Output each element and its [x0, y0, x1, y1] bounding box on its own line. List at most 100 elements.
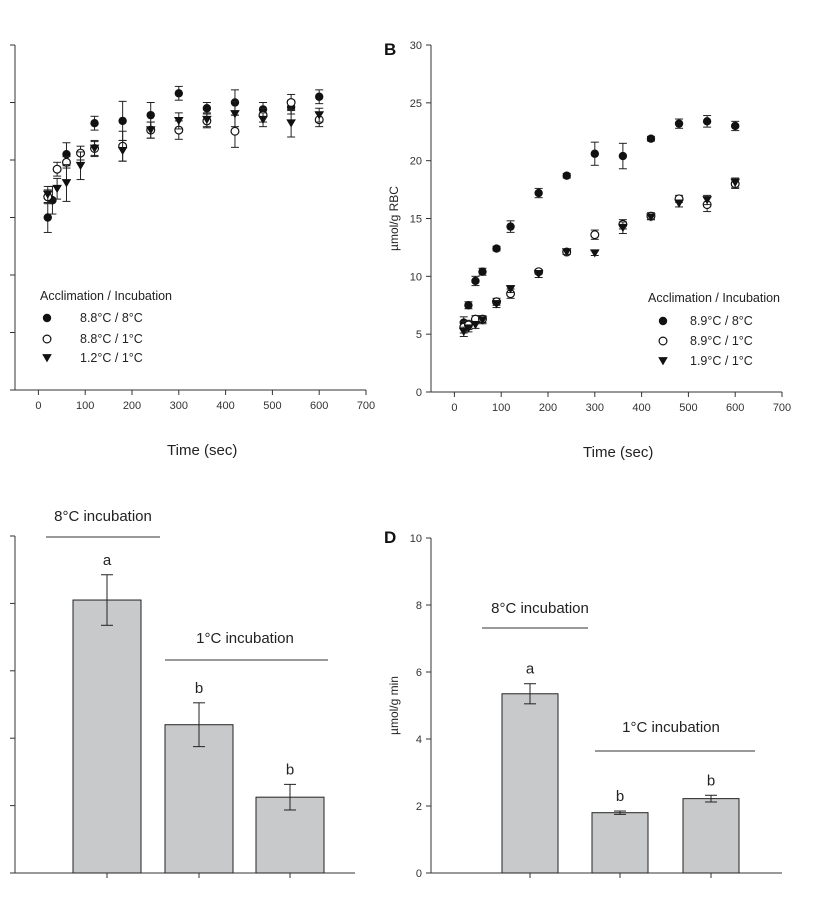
legend-entry: 1.2°C / 1°C — [80, 351, 143, 365]
legend: Acclimation / Incubation 8.8°C / 8°C 8.8°C… — [40, 289, 172, 365]
panel-a-scatter: 0 100 200 300 400 500 600 700 Time (sec) Acclimat… — [10, 44, 375, 459]
data-point — [202, 104, 212, 113]
y-axis-title: µmol/g min — [387, 676, 401, 735]
x-tick-label: 400 — [632, 402, 650, 414]
data-point — [646, 134, 656, 143]
x-tick-label: 300 — [170, 400, 188, 412]
legend-marker — [658, 316, 668, 326]
data-point — [174, 89, 183, 98]
panel-label: B — [384, 40, 396, 59]
significance-label: b — [616, 788, 624, 805]
series-2 — [43, 93, 324, 205]
legend-marker — [42, 313, 52, 323]
data-point — [464, 301, 473, 310]
data-point — [118, 116, 127, 126]
data-point — [202, 115, 212, 125]
data-point — [230, 110, 240, 119]
y-tick-label: 25 — [410, 98, 422, 110]
panel-d-bar: 0 2 4 6 8 10 µmol/g min Da b b 8°C incubation 1°C i… — [384, 528, 782, 880]
x-tick-label: 500 — [263, 400, 281, 412]
y-tick-label: 0 — [416, 868, 422, 880]
data-point — [478, 267, 487, 276]
data-point — [731, 121, 740, 131]
data-point — [492, 244, 501, 253]
x-tick-label: 100 — [76, 400, 94, 412]
panel-b-scatter: 0 100 200 300 400 500 600 700 0 5 10 15 20 25 30 Time (… — [384, 40, 791, 461]
significance-label: b — [707, 772, 715, 789]
data-point — [458, 328, 469, 337]
panel-label: D — [384, 528, 396, 547]
data-point — [52, 164, 62, 174]
data-point — [730, 178, 740, 187]
data-point — [174, 117, 184, 126]
y-tick-label: 15 — [410, 214, 422, 226]
data-point — [534, 188, 543, 198]
panel-c-bar: a b b 8°C incubation 1°C incubation — [10, 508, 355, 878]
data-point — [315, 92, 324, 101]
data-point — [90, 119, 99, 128]
data-point — [43, 213, 52, 222]
x-tick-label: 0 — [35, 400, 41, 412]
data-point — [42, 190, 53, 199]
data-point — [505, 285, 516, 294]
data-point — [590, 149, 599, 158]
data-point — [146, 110, 155, 120]
legend-marker — [42, 334, 52, 344]
legend: Acclimation / Incubation 8.9°C / 8°C 8.9°C… — [648, 291, 780, 368]
y-tick-label: 8 — [416, 600, 422, 612]
bar — [591, 812, 649, 874]
data-point — [618, 151, 628, 161]
data-point — [491, 300, 502, 309]
y-tick-label: 10 — [410, 271, 422, 283]
x-tick-label: 700 — [357, 400, 375, 412]
x-axis-title: Time (sec) — [167, 442, 237, 459]
y-tick-label: 2 — [416, 801, 422, 813]
bar — [164, 724, 234, 874]
y-tick-label: 20 — [410, 156, 422, 168]
legend-title: Acclimation / Incubation — [40, 289, 172, 303]
bar — [72, 599, 142, 874]
x-tick-label: 300 — [586, 402, 604, 414]
series-3 — [458, 177, 740, 337]
data-point — [618, 223, 628, 233]
data-point — [145, 126, 156, 135]
legend-entry: 8.9°C / 1°C — [690, 334, 753, 348]
legend-entry: 8.8°C / 8°C — [80, 311, 143, 325]
y-tick-label: 10 — [410, 533, 422, 545]
legend-entry: 1.9°C / 1°C — [690, 354, 753, 368]
bar — [682, 798, 740, 874]
data-point — [561, 248, 572, 257]
x-tick-label: 700 — [773, 402, 791, 414]
x-tick-label: 0 — [451, 402, 457, 414]
data-point — [61, 179, 72, 188]
legend-marker — [658, 336, 668, 346]
y-tick-label: 30 — [410, 40, 422, 52]
legend-title: Acclimation / Incubation — [648, 291, 780, 305]
data-point — [286, 97, 296, 107]
x-tick-label: 500 — [679, 402, 697, 414]
data-point — [590, 230, 600, 240]
data-point — [470, 321, 481, 330]
significance-label: a — [526, 661, 535, 678]
x-tick-label: 600 — [310, 400, 328, 412]
data-point — [562, 171, 571, 180]
y-tick-label: 6 — [416, 667, 422, 679]
group-label: 1°C incubation — [622, 719, 720, 736]
x-axis-title: Time (sec) — [583, 444, 653, 461]
data-point — [89, 144, 100, 153]
significance-label: a — [103, 552, 112, 569]
x-tick-label: 400 — [216, 400, 234, 412]
y-axis-title: µmol/g RBC — [387, 186, 401, 251]
group-label: 8°C incubation — [54, 508, 152, 525]
data-point — [314, 111, 324, 120]
x-tick-label: 200 — [123, 400, 141, 412]
data-point — [258, 115, 268, 125]
data-point — [117, 146, 128, 156]
data-point — [533, 270, 544, 279]
group-label: 8°C incubation — [491, 600, 589, 617]
group-label: 1°C incubation — [196, 630, 294, 647]
series-2 — [459, 178, 740, 334]
data-point — [463, 324, 474, 333]
data-point — [702, 117, 712, 126]
